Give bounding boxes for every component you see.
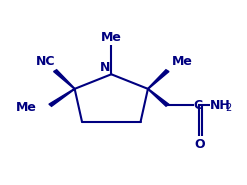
Text: C: C — [193, 99, 202, 112]
Polygon shape — [148, 70, 169, 89]
Polygon shape — [148, 89, 169, 106]
Text: Me: Me — [16, 101, 37, 114]
Text: 2: 2 — [225, 103, 231, 113]
Text: NH: NH — [210, 99, 231, 112]
Text: NC: NC — [36, 55, 55, 68]
Text: N: N — [100, 61, 110, 74]
Polygon shape — [54, 70, 75, 89]
Polygon shape — [49, 89, 75, 106]
Text: O: O — [195, 138, 206, 151]
Text: Me: Me — [101, 31, 122, 44]
Text: Me: Me — [172, 55, 193, 68]
